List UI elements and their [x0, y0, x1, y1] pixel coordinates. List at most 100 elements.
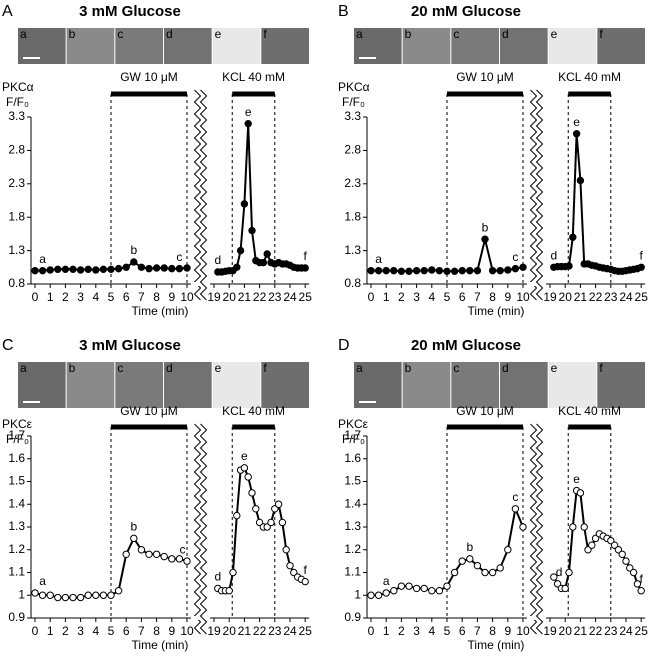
x-tick-label: 4 [92, 290, 99, 304]
panel-title: 20 mM Glucose [411, 3, 521, 20]
x-tick-label: 6 [459, 624, 466, 638]
micrograph [597, 362, 645, 408]
data-point [565, 262, 573, 270]
x-tick-label: 1 [47, 290, 54, 304]
image-label: b [69, 361, 76, 375]
data-point [54, 593, 62, 602]
y-tick-label: 3.3 [344, 109, 361, 123]
micrograph [212, 362, 261, 408]
y-tick-label: 2.3 [8, 176, 25, 190]
data-point [382, 589, 390, 597]
data-point [76, 266, 85, 274]
y-tick-label: 1 [354, 587, 361, 601]
treatment-label: KCL 40 mM [222, 70, 285, 84]
x-tick-label: 8 [153, 290, 160, 304]
data-point [84, 591, 92, 599]
data-point [367, 266, 375, 275]
image-label: f [263, 27, 267, 41]
treatment-bar [232, 424, 275, 430]
x-label: Time (min) [468, 304, 525, 318]
point-label: f [640, 572, 644, 586]
y-tick-label: 1.4 [8, 496, 25, 510]
panel-title: 20 mM Glucose [411, 337, 521, 354]
y-tick-label: 1.4 [344, 496, 361, 510]
data-point [374, 266, 383, 275]
x-tick-label: 9 [504, 290, 511, 304]
point-label: d [214, 253, 221, 267]
image-label: e [215, 27, 222, 41]
data-point [588, 541, 596, 549]
data-point [61, 593, 70, 602]
data-point [236, 246, 245, 255]
y-tick-label: 1.3 [8, 519, 25, 533]
image-label: a [20, 27, 27, 41]
data-point [466, 555, 474, 563]
point-label: d [214, 570, 221, 584]
point-label: a [39, 252, 46, 266]
x-tick-label: 9 [168, 624, 175, 638]
data-point [382, 266, 390, 275]
data-point [175, 555, 184, 563]
data-point [130, 258, 138, 266]
data-point [504, 546, 512, 554]
point-label: c [512, 250, 518, 264]
data-point [114, 264, 123, 273]
x-tick-label: 8 [489, 624, 496, 638]
data-point [428, 587, 436, 595]
data-point [107, 265, 115, 274]
x-tick-label: 10 [516, 624, 530, 638]
data-point [374, 591, 383, 599]
data-point [229, 568, 237, 577]
y-tick-label: 3.3 [8, 109, 25, 123]
break-mask [193, 616, 208, 620]
x-tick-label: 23 [604, 290, 618, 304]
data-point [278, 518, 287, 527]
x-label: Time (min) [468, 638, 525, 652]
data-point [443, 582, 451, 590]
data-point [99, 591, 108, 599]
data-point [397, 582, 406, 590]
x-tick-label: 24 [619, 290, 633, 304]
micrograph [212, 28, 261, 64]
data-point [31, 266, 39, 275]
image-label: c [453, 27, 459, 41]
panel-label: D [338, 337, 350, 354]
y-unit: F/F₀ [342, 432, 365, 446]
x-tick-label: 8 [489, 290, 496, 304]
data-point [504, 266, 512, 274]
data-point [519, 263, 527, 271]
data-point [233, 511, 241, 520]
image-label: d [502, 361, 509, 375]
x-label: Time (min) [132, 304, 189, 318]
point-label: b [130, 243, 137, 257]
data-point [450, 267, 459, 276]
x-tick-label: 6 [459, 290, 466, 304]
point-label: a [375, 252, 382, 266]
x-tick-label: 0 [368, 290, 375, 304]
data-point [122, 263, 130, 271]
data-point [183, 264, 191, 272]
image-label: a [356, 361, 363, 375]
point-label: a [39, 574, 46, 588]
x-tick-label: 20 [223, 290, 237, 304]
x-tick-label: 0 [32, 290, 39, 304]
data-point [576, 176, 585, 185]
data-point [637, 263, 645, 271]
x-tick-label: 21 [574, 290, 588, 304]
data-point [629, 568, 638, 577]
treatment-label: GW 10 μM [120, 404, 178, 418]
data-point [496, 564, 504, 572]
treatment-bar [111, 91, 187, 97]
micrograph [66, 28, 115, 64]
data-point [569, 523, 577, 531]
micrograph [548, 28, 597, 64]
micrograph [261, 28, 309, 64]
axis-break [535, 89, 544, 301]
break-mask [529, 616, 544, 620]
x-tick-label: 2 [398, 290, 405, 304]
axis-break [535, 423, 544, 635]
micrograph [164, 28, 212, 64]
y-tick-label: 2.3 [344, 176, 361, 190]
treatment-bar [568, 424, 611, 430]
x-tick-label: 25 [635, 624, 649, 638]
